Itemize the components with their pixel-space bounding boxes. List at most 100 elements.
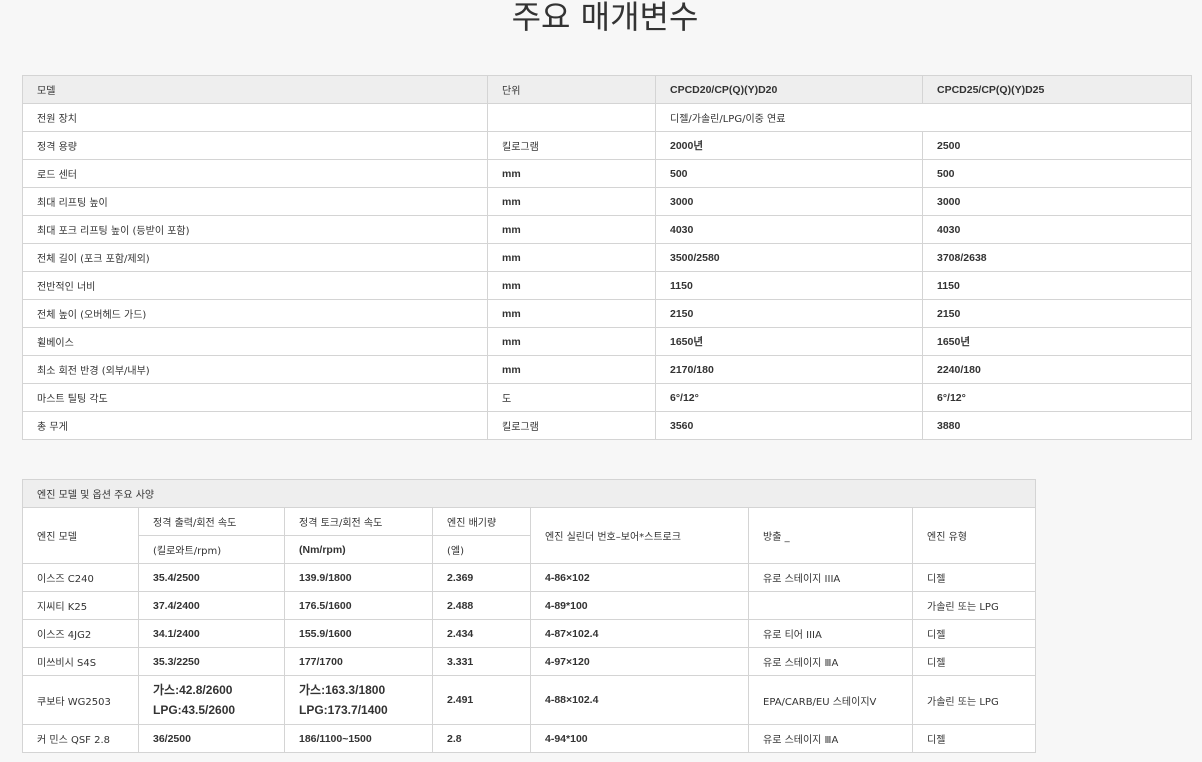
param-value-cpcd20: 3000 (655, 187, 923, 216)
param-value-cpcd25: 2500 (922, 131, 1192, 160)
engine-displacement: 2.434 (432, 619, 531, 648)
engine-power: 34.1/2400 (138, 619, 285, 648)
engine-cylinder: 4-87×102.4 (530, 619, 749, 648)
param-label: 정격 용량 (22, 131, 488, 160)
engine-cylinder: 4-94*100 (530, 724, 749, 753)
header-engine-type: 엔진 유형 (912, 507, 1036, 564)
param-value-cpcd20: 4030 (655, 215, 923, 244)
param-value-cpcd20: 2150 (655, 299, 923, 328)
table-row: 정격 용량 킬로그램 2000년 2500 (22, 131, 1192, 160)
engine-model: 이스즈 4JG2 (22, 619, 139, 648)
engine-table-title: 엔진 모델 및 옵션 주요 사양 (22, 479, 1036, 508)
param-label: 로드 센터 (22, 159, 488, 188)
table-row: 전반적인 너비 mm 1150 1150 (22, 271, 1192, 300)
param-value-cpcd20: 500 (655, 159, 923, 188)
header-unit: 단위 (487, 75, 656, 104)
engine-power-line: LPG:43.5/2600 (153, 703, 236, 717)
header-displacement: 엔진 배기량 (432, 507, 531, 536)
param-unit: mm (487, 159, 656, 188)
engine-row: 이스즈 4JG2 34.1/2400 155.9/1600 2.434 4-87×102… (22, 619, 1036, 648)
engine-type: 가솔린 또는 LPG (912, 675, 1036, 725)
param-unit: mm (487, 243, 656, 272)
engine-power-line: 가스:42.8/2600 (153, 683, 233, 697)
header-cpcd20: CPCD20/CP(Q)(Y)D20 (655, 75, 923, 104)
engine-displacement: 2.491 (432, 675, 531, 725)
engine-row: 지씨티 K25 37.4/2400 176.5/1600 2.488 4-89*100 가… (22, 591, 1036, 620)
engine-power: 37.4/2400 (138, 591, 285, 620)
param-value-cpcd20: 6°/12° (655, 383, 923, 412)
engine-type: 디젤 (912, 619, 1036, 648)
engine-emission: 유로 티어 IIIA (748, 619, 913, 648)
param-value-cpcd20: 2170/180 (655, 355, 923, 384)
engine-emission (748, 591, 913, 620)
param-value-cpcd20: 3560 (655, 411, 923, 440)
engine-type: 디젤 (912, 563, 1036, 592)
engine-type: 디젤 (912, 724, 1036, 753)
table-row: 로드 센터 mm 500 500 (22, 159, 1192, 188)
header-cylinder: 엔진 실린더 번호–보어*스트로크 (530, 507, 749, 564)
param-value-cpcd25: 3880 (922, 411, 1192, 440)
param-value-cpcd25: 6°/12° (922, 383, 1192, 412)
table-row: 전체 길이 (포크 포함/제외) mm 3500/2580 3708/2638 (22, 243, 1192, 272)
param-value-cpcd25: 1650년 (922, 327, 1192, 356)
engine-torque-line: 가스:163.3/1800 (299, 683, 386, 697)
engine-model: 지씨티 K25 (22, 591, 139, 620)
table-row: 최대 포크 리프팅 높이 (등받이 포함) mm 4030 4030 (22, 215, 1192, 244)
param-label: 전반적인 너비 (22, 271, 488, 300)
table-row: 휠베이스 mm 1650년 1650년 (22, 327, 1192, 356)
header-power-unit: (킬로와트/rpm) (138, 535, 285, 564)
engine-header-row: 엔진 모델 정격 출력/회전 속도 정격 토크/회전 속도 엔진 배기량 엔진 … (22, 507, 1036, 564)
param-unit: mm (487, 327, 656, 356)
param-label: 전원 장치 (22, 103, 488, 132)
param-label: 최소 회전 반경 (외부/내부) (22, 355, 488, 384)
table-row: 최대 리프팅 높이 mm 3000 3000 (22, 187, 1192, 216)
engine-cylinder: 4-89*100 (530, 591, 749, 620)
engine-cylinder: 4-86×102 (530, 563, 749, 592)
engine-model: 이스즈 C240 (22, 563, 139, 592)
table-row: 총 무게 킬로그램 3560 3880 (22, 411, 1192, 440)
param-value-cpcd25: 3708/2638 (922, 243, 1192, 272)
engine-row: 쿠보타 WG2503 가스:42.8/2600 LPG:43.5/2600 가스:16… (22, 675, 1036, 725)
engine-cylinder: 4-97×120 (530, 647, 749, 676)
engine-type: 디젤 (912, 647, 1036, 676)
param-unit: mm (487, 187, 656, 216)
engine-row: 커 민스 QSF 2.8 36/2500 186/1100~1500 2.8 4-94*… (22, 724, 1036, 753)
param-unit: mm (487, 271, 656, 300)
header-cpcd25: CPCD25/CP(Q)(Y)D25 (922, 75, 1192, 104)
engine-cylinder: 4-88×102.4 (530, 675, 749, 725)
engine-torque: 139.9/1800 (284, 563, 433, 592)
table-row: 마스트 틸팅 각도 도 6°/12° 6°/12° (22, 383, 1192, 412)
param-value-cpcd20: 1150 (655, 271, 923, 300)
param-value-cpcd20: 3500/2580 (655, 243, 923, 272)
engine-row: 이스즈 C240 35.4/2500 139.9/1800 2.369 4-86×102… (22, 563, 1036, 592)
parameters-header-row: 모델 단위 CPCD20/CP(Q)(Y)D20 CPCD25/CP(Q)(Y)… (22, 75, 1192, 104)
engine-emission: 유로 스테이지 ⅢA (748, 647, 913, 676)
engine-torque: 가스:163.3/1800 LPG:173.7/1400 (284, 675, 433, 725)
engine-displacement: 2.369 (432, 563, 531, 592)
engine-model: 미쓰비시 S4S (22, 647, 139, 676)
param-unit: 킬로그램 (487, 131, 656, 160)
param-value-cpcd25: 1150 (922, 271, 1192, 300)
param-unit: 킬로그램 (487, 411, 656, 440)
header-model: 모델 (22, 75, 488, 104)
engine-emission: 유로 스테이지 IIIA (748, 563, 913, 592)
parameters-table: 모델 단위 CPCD20/CP(Q)(Y)D20 CPCD25/CP(Q)(Y)… (22, 75, 1192, 440)
engine-torque: 177/1700 (284, 647, 433, 676)
param-label: 최대 포크 리프팅 높이 (등받이 포함) (22, 215, 488, 244)
header-torque-unit: (Nm/rpm) (284, 535, 433, 564)
engine-displacement: 2.488 (432, 591, 531, 620)
engine-power: 35.3/2250 (138, 647, 285, 676)
header-emission: 방출 _ (748, 507, 913, 564)
param-unit (487, 103, 656, 132)
engine-power: 가스:42.8/2600 LPG:43.5/2600 (138, 675, 285, 725)
param-label: 휠베이스 (22, 327, 488, 356)
param-value-cpcd25: 4030 (922, 215, 1192, 244)
engine-emission: 유로 스테이지 ⅢA (748, 724, 913, 753)
param-value-cpcd25: 2150 (922, 299, 1192, 328)
param-value-cpcd25: 500 (922, 159, 1192, 188)
param-value-cpcd25: 3000 (922, 187, 1192, 216)
table-row: 최소 회전 반경 (외부/내부) mm 2170/180 2240/180 (22, 355, 1192, 384)
engine-model: 쿠보타 WG2503 (22, 675, 139, 725)
param-label: 총 무게 (22, 411, 488, 440)
engine-displacement: 3.331 (432, 647, 531, 676)
